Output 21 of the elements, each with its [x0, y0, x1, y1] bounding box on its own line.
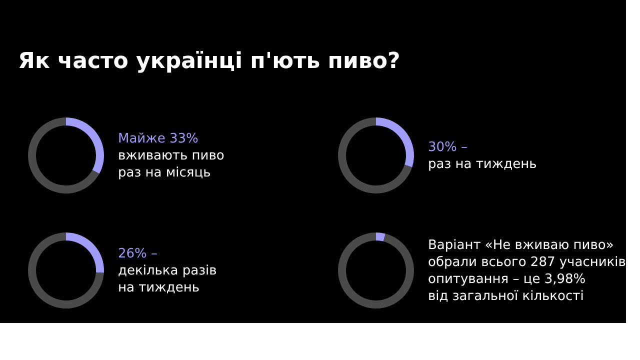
text: раз на тиждень — [428, 157, 537, 172]
donut-slice — [338, 232, 414, 308]
text: на тиждень — [118, 280, 200, 296]
donut-slice — [376, 232, 386, 242]
donut-slice — [28, 232, 104, 308]
donut-slice — [66, 118, 104, 174]
text: раз на місяць — [118, 166, 211, 180]
donut-slice — [66, 232, 104, 273]
text: Варіант «Не вживаю пиво» — [428, 238, 614, 253]
text: опитування – це 3,98% — [428, 272, 586, 287]
text: декілька разів — [118, 264, 217, 278]
text: Як часто українці п'ють пиво? — [18, 49, 400, 74]
donut-slice — [376, 118, 414, 168]
text: від загальної кількості — [428, 289, 584, 304]
text: вживають пиво — [118, 148, 224, 164]
donut-slice — [338, 118, 412, 194]
text: 30% – — [428, 140, 468, 155]
text: обрали всього 287 учасників — [428, 255, 626, 270]
donut-slice — [28, 118, 100, 194]
text: 26% – — [118, 246, 158, 262]
text: Майже 33% — [118, 132, 198, 146]
